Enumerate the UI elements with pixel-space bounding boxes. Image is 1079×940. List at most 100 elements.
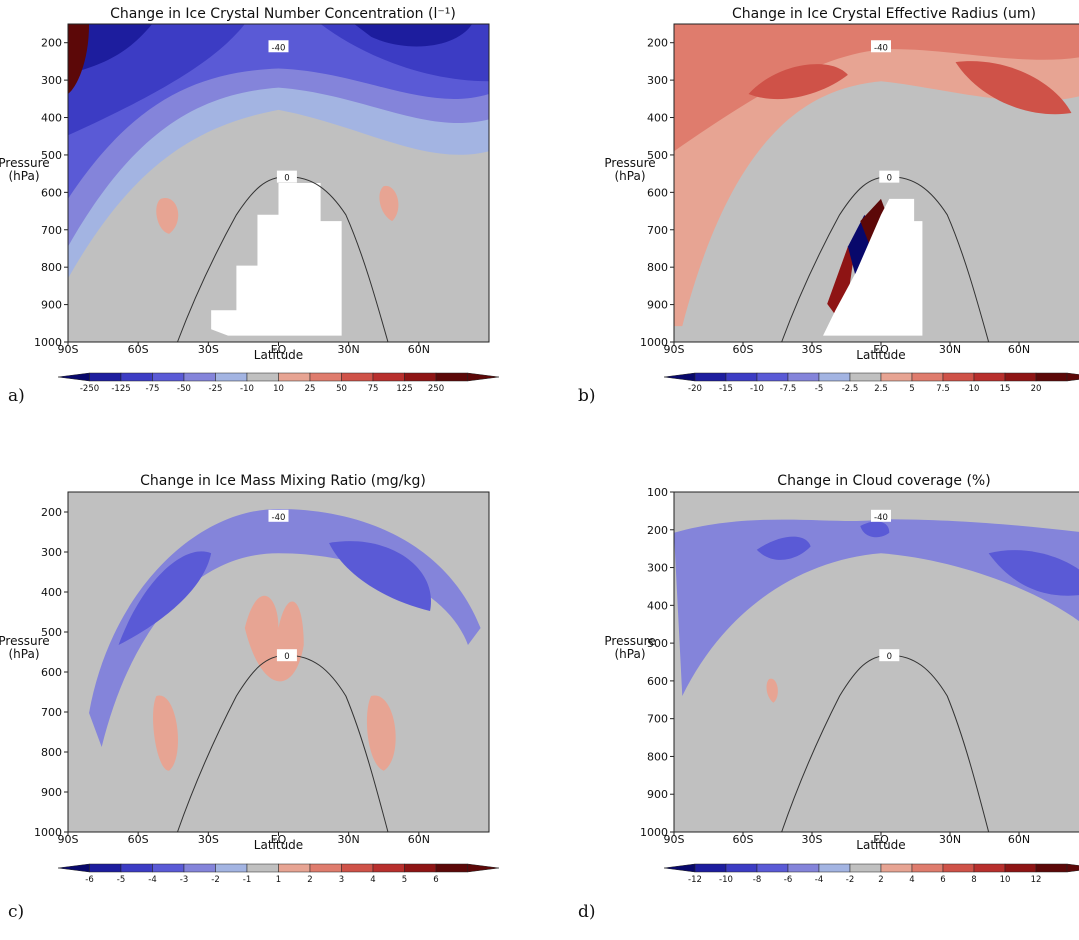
- x-tick-label-2: 30S: [802, 343, 823, 356]
- colorbar-label-2: -75: [146, 384, 160, 394]
- colorbar-label-11: 250: [428, 384, 444, 394]
- fill-region-8: [823, 198, 923, 336]
- x-tick-label-1: 60S: [128, 343, 149, 356]
- contour-fills: [89, 509, 481, 771]
- x-axis-label: Latitude: [856, 838, 905, 852]
- colorbar-label-10: 10: [1000, 875, 1011, 885]
- panel-c: -40 0 Change in Ice Mass Mixing Ratio (mg/…: [0, 470, 540, 936]
- y-tick-label-8: 1000: [34, 336, 62, 349]
- panel-a: -40 0 Change in Ice Crystal Number Concent…: [0, 0, 540, 470]
- chart-title: Change in Ice Mass Mixing Ratio (mg/kg): [140, 473, 426, 489]
- fill-region-0: [674, 24, 1079, 327]
- y-tick-label-5: 700: [41, 224, 62, 237]
- colorbar-bin-2: [725, 372, 758, 382]
- colorbar-bin-4: [183, 863, 216, 873]
- fill-region-5: [76, 24, 153, 72]
- panel-b: -40 0 Change in Ice Crystal Effective Radi…: [540, 0, 1079, 470]
- fill-region-10: [211, 183, 342, 336]
- y-tick-label-5: 700: [41, 706, 62, 719]
- colorbar-bin-7: [880, 372, 913, 382]
- y-tick-label-2: 400: [41, 586, 62, 599]
- colorbar-arrow-right: [467, 372, 500, 382]
- colorbar-label-5: -1: [243, 875, 251, 885]
- panel-label-a: a): [8, 386, 25, 406]
- colorbar-bin-6: [849, 863, 882, 873]
- colorbar-bin-12: [435, 372, 468, 382]
- colorbar-bin-3: [152, 863, 185, 873]
- colorbar-label-9: 4: [370, 875, 375, 885]
- contour-label-bg-1: [276, 170, 297, 183]
- contour-label-bg-1: [879, 170, 900, 183]
- y-tick-label-3: 500: [41, 626, 62, 639]
- fill-region-7: [860, 198, 890, 253]
- colorbar-bin-10: [372, 863, 405, 873]
- colorbar-bin-1: [694, 372, 727, 382]
- x-tick-label-1: 60S: [128, 833, 149, 846]
- y-axis-label-1: (hPa): [614, 647, 645, 661]
- colorbar-label-3: -3: [180, 875, 188, 885]
- y-tick-label-8: 900: [647, 788, 668, 801]
- contour-fills: [674, 24, 1079, 336]
- colorbar-label-10: 15: [1000, 384, 1011, 394]
- colorbar-label-2: -4: [148, 875, 156, 885]
- colorbar-label-3: -6: [784, 875, 792, 885]
- colorbar-bin-9: [942, 863, 975, 873]
- colorbar-label-10: 125: [396, 384, 412, 394]
- colorbar-bin-6: [246, 863, 279, 873]
- y-axis-label-0: Pressure: [0, 156, 50, 170]
- colorbar-arrow-left: [57, 372, 90, 382]
- x-axis-label: Latitude: [856, 348, 905, 362]
- y-axis-label-1: (hPa): [8, 647, 39, 661]
- panel-label-c: c): [8, 902, 25, 922]
- chart-title: Change in Cloud coverage (%): [777, 473, 990, 489]
- colorbar-arrow-right: [467, 863, 500, 873]
- colorbar-label-8: 7.5: [936, 384, 950, 394]
- y-tick-label-5: 700: [647, 224, 668, 237]
- x-tick-label-2: 30S: [802, 833, 823, 846]
- y-tick-label-1: 300: [647, 74, 668, 87]
- x-tick-label-1: 60S: [733, 833, 754, 846]
- y-tick-label-0: 200: [41, 37, 62, 50]
- panel-d: -40 0 Change in Cloud coverage (%) 100 200 30…: [540, 470, 1079, 936]
- colorbar-bin-10: [973, 372, 1006, 382]
- y-tick-label-9: 1000: [640, 826, 668, 839]
- colorbar-label-1: -5: [117, 875, 125, 885]
- colorbar-bin-6: [246, 372, 279, 382]
- y-tick-label-6: 800: [41, 261, 62, 274]
- contour-label-bg-1: [879, 649, 900, 662]
- x-axis-label: Latitude: [254, 838, 303, 852]
- colorbar-label-4: -25: [209, 384, 223, 394]
- colorbar-label-11: 12: [1031, 875, 1042, 885]
- y-tick-label-7: 800: [647, 750, 668, 763]
- colorbar-bin-6: [849, 372, 882, 382]
- colorbar-bin-2: [725, 863, 758, 873]
- colorbar-label-1: -15: [719, 384, 733, 394]
- colorbar-bin-9: [942, 372, 975, 382]
- colorbar-label-0: -20: [688, 384, 702, 394]
- fill-region-3: [955, 61, 1072, 115]
- chart-d: -40 0 Change in Cloud coverage (%) 100 200 30…: [540, 473, 1079, 885]
- chart-title: Change in Ice Crystal Number Concentrati…: [110, 6, 456, 22]
- y-tick-label-0: 200: [647, 37, 668, 50]
- colorbar-label-5: -2.5: [842, 384, 859, 394]
- contour-label-bg-0: [871, 509, 891, 522]
- fill-region-2: [748, 64, 848, 100]
- y-tick-label-7: 900: [647, 299, 668, 312]
- x-tick-label-5: 60N: [1008, 343, 1030, 356]
- colorbar-bin-9: [341, 372, 374, 382]
- colorbar-label-7: 2: [307, 875, 312, 885]
- y-tick-label-6: 800: [41, 746, 62, 759]
- colorbar-label-4: -5: [815, 384, 823, 394]
- colorbar-label-9: 10: [969, 384, 980, 394]
- y-tick-label-2: 300: [647, 562, 668, 575]
- colorbar-bin-3: [152, 372, 185, 382]
- fill-region-5: [366, 695, 396, 771]
- y-tick-label-6: 700: [647, 713, 668, 726]
- contour-label-bg-0: [268, 509, 289, 522]
- colorbar-bin-5: [818, 372, 851, 382]
- y-tick-label-8: 1000: [34, 826, 62, 839]
- contour-label-1: 0: [284, 652, 289, 662]
- colorbar-bin-2: [120, 372, 153, 382]
- x-tick-label-3: EQ: [271, 343, 287, 356]
- x-tick-label-0: 90S: [58, 343, 79, 356]
